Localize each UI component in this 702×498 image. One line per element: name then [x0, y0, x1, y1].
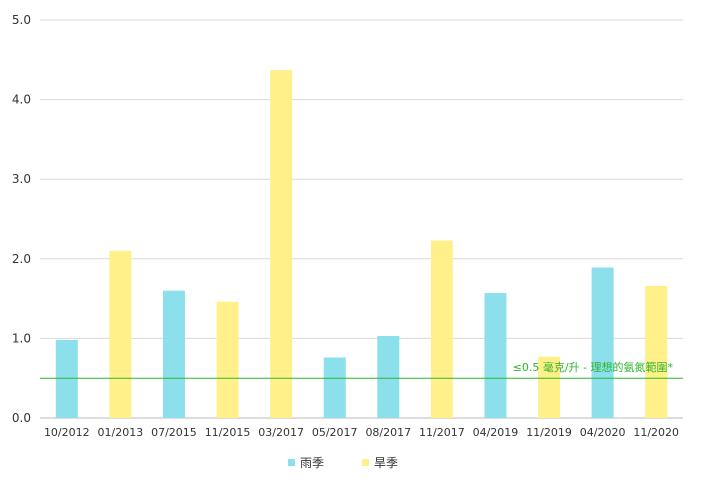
x-tick-label: 08/2017 — [365, 426, 411, 439]
bar-rainy — [55, 339, 78, 418]
bar-dry — [430, 240, 453, 418]
bar-dry — [216, 301, 239, 418]
x-tick-label: 01/2013 — [98, 426, 144, 439]
bar-dry — [645, 285, 668, 418]
x-tick-label: 11/2017 — [419, 426, 465, 439]
bar-dry — [109, 250, 132, 418]
bar-dry — [270, 70, 293, 418]
y-tick-label: 5.0 — [12, 13, 31, 27]
legend-swatch-dry — [362, 459, 369, 466]
x-tick-label: 03/2017 — [258, 426, 304, 439]
bar-rainy — [591, 267, 614, 418]
legend-label-dry: 旱季 — [374, 456, 398, 470]
y-axis-ticks: 0.0 1.0 2.0 3.0 4.0 5.0 — [12, 13, 31, 425]
y-tick-label: 0.0 — [12, 411, 31, 425]
bar-rainy — [323, 357, 346, 418]
legend: 雨季 旱季 — [288, 456, 398, 470]
x-tick-label: 11/2015 — [205, 426, 251, 439]
y-tick-label: 2.0 — [12, 252, 31, 266]
reference-line-group: ≤0.5 毫克/升 - 理想的氨氮範圍* — [40, 360, 683, 379]
bar-rainy — [162, 290, 185, 418]
bars — [55, 70, 668, 418]
y-tick-label: 4.0 — [12, 93, 31, 107]
x-axis-ticks: 10/2012 01/2013 07/2015 11/2015 03/2017 05/20… — [44, 426, 679, 439]
y-tick-label: 3.0 — [12, 172, 31, 186]
legend-swatch-rainy — [288, 459, 295, 466]
y-tick-label: 1.0 — [12, 331, 31, 345]
gridlines — [40, 19, 683, 419]
x-tick-label: 04/2020 — [580, 426, 626, 439]
bar-rainy — [484, 293, 507, 418]
reference-line-label: ≤0.5 毫克/升 - 理想的氨氮範圍* — [513, 360, 674, 374]
bar-rainy — [377, 336, 400, 418]
x-tick-label: 11/2020 — [633, 426, 679, 439]
x-tick-label: 04/2019 — [473, 426, 519, 439]
x-tick-label: 11/2019 — [526, 426, 572, 439]
x-tick-label: 10/2012 — [44, 426, 90, 439]
legend-label-rainy: 雨季 — [300, 456, 324, 470]
x-tick-label: 07/2015 — [151, 426, 197, 439]
x-tick-label: 05/2017 — [312, 426, 358, 439]
bar-dry — [538, 356, 561, 418]
